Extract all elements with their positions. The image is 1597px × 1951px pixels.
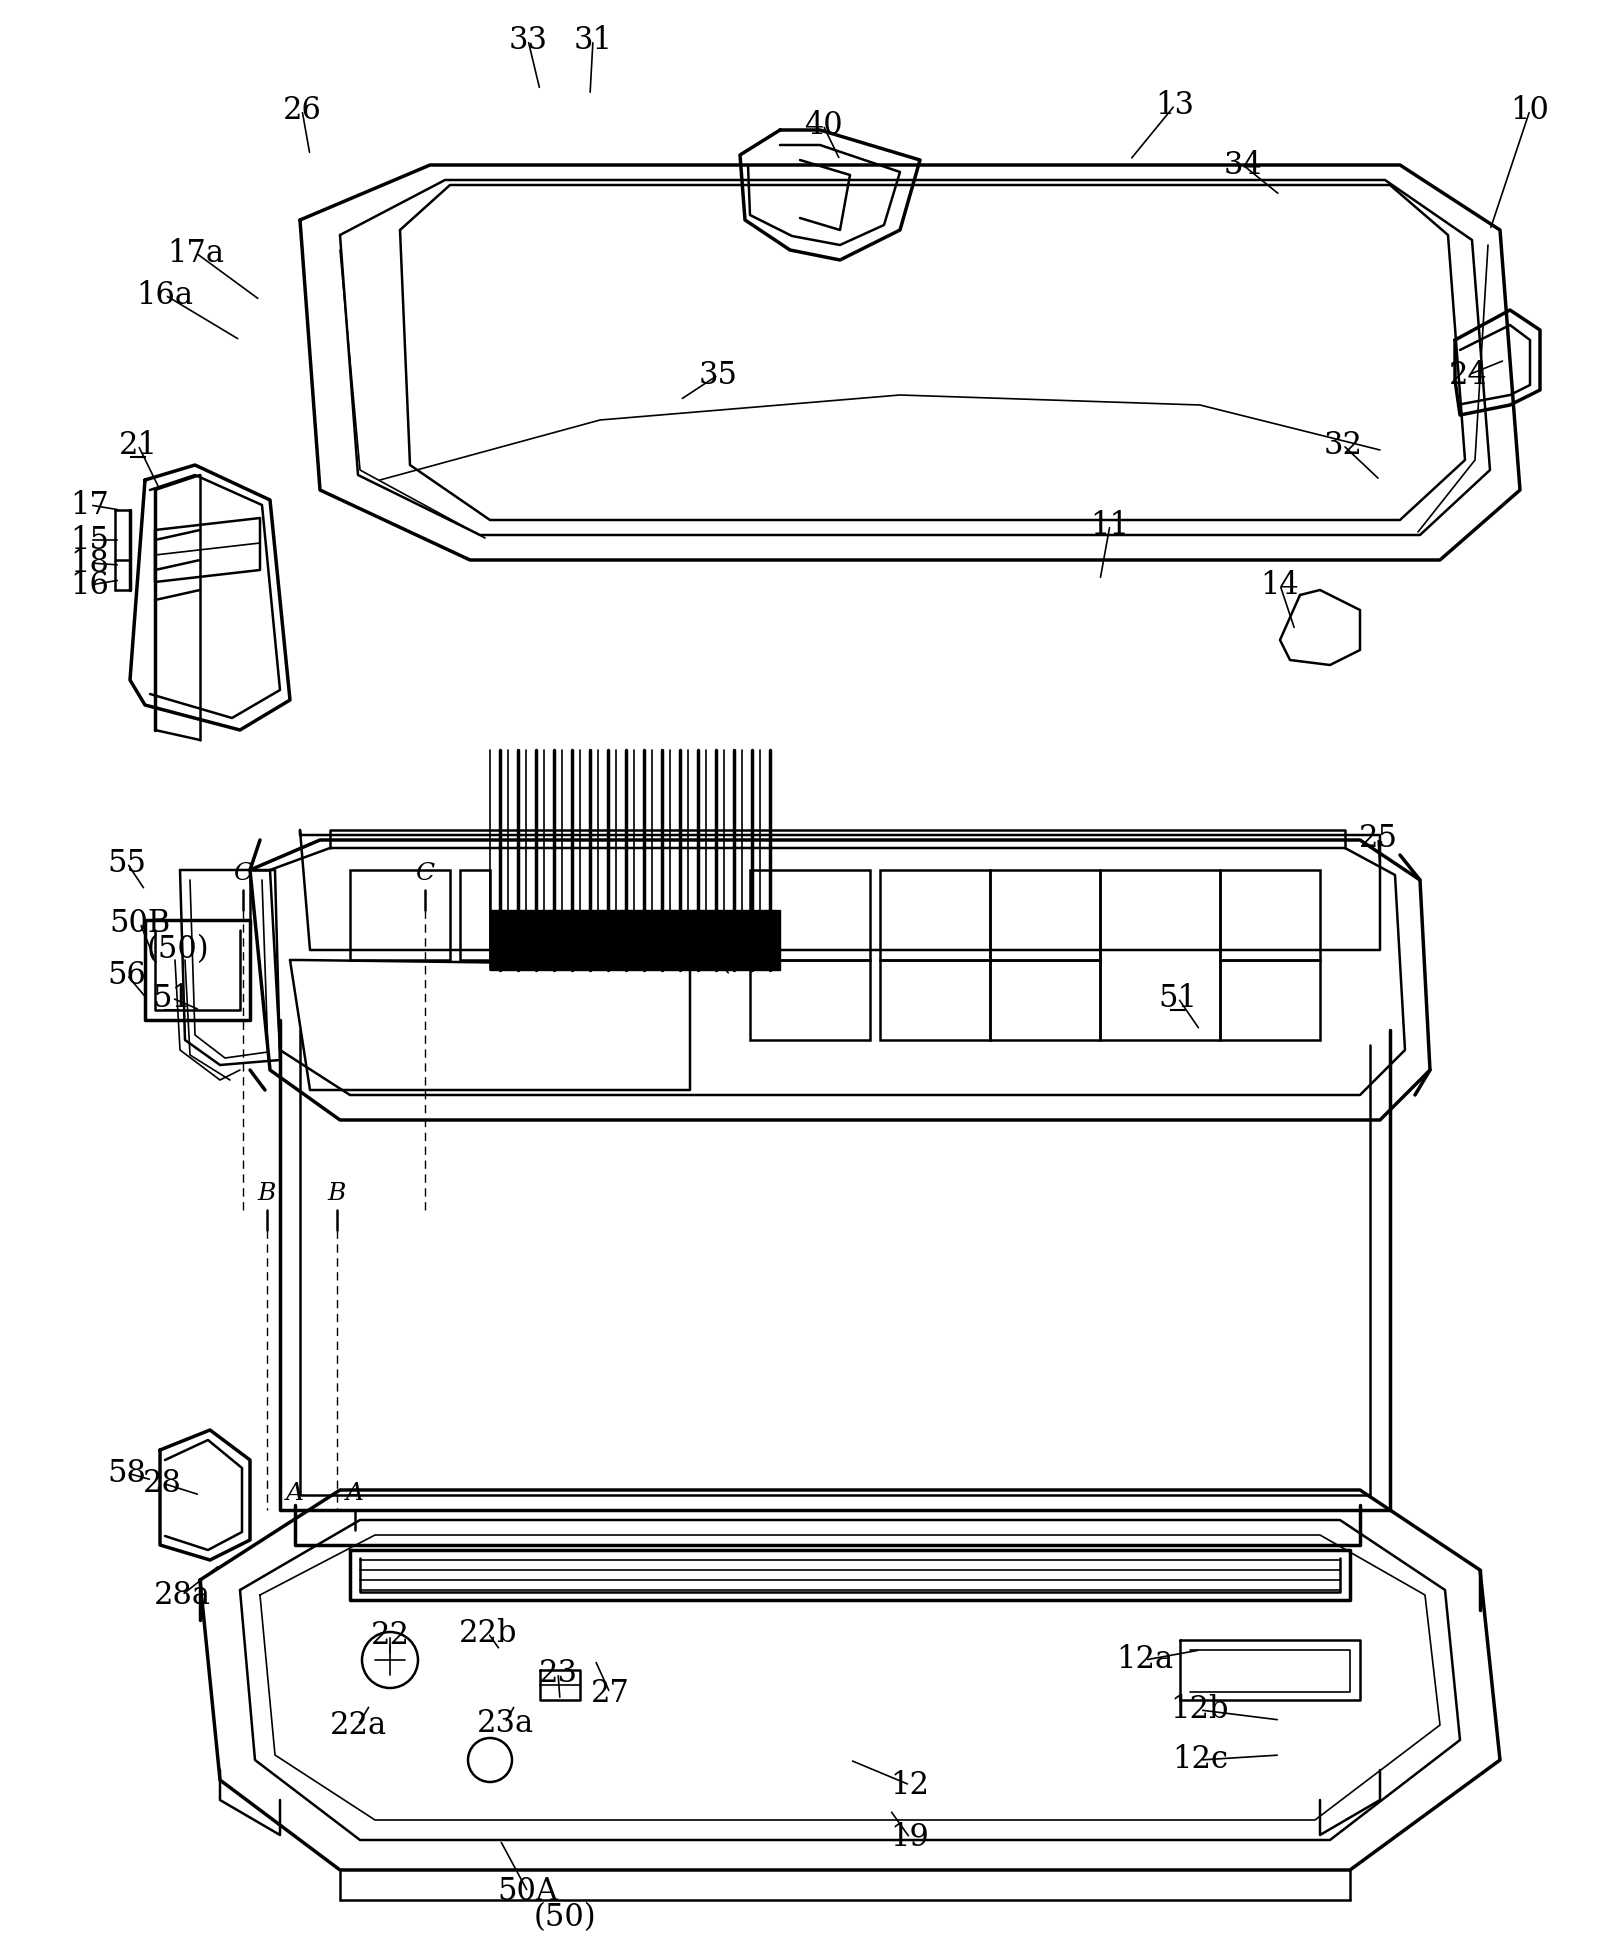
Text: 10: 10 bbox=[1511, 94, 1549, 125]
Bar bbox=[751, 870, 870, 960]
Text: 27: 27 bbox=[591, 1678, 629, 1709]
Text: (50): (50) bbox=[147, 935, 209, 966]
Text: 26: 26 bbox=[283, 94, 321, 125]
Text: B: B bbox=[257, 1182, 276, 1206]
Text: (50): (50) bbox=[533, 1902, 596, 1933]
Bar bbox=[1220, 870, 1321, 960]
Text: 28a: 28a bbox=[153, 1580, 211, 1610]
Bar bbox=[990, 870, 1100, 960]
Text: 17a: 17a bbox=[168, 238, 225, 269]
Bar bbox=[350, 870, 450, 960]
Text: 32: 32 bbox=[1324, 429, 1362, 460]
Text: 24: 24 bbox=[1448, 359, 1487, 390]
Text: A: A bbox=[347, 1483, 364, 1504]
Text: 17: 17 bbox=[70, 490, 110, 521]
Bar bbox=[751, 960, 870, 1040]
Text: 16: 16 bbox=[70, 570, 110, 601]
Text: 12: 12 bbox=[891, 1770, 929, 1801]
Text: 11: 11 bbox=[1091, 509, 1129, 540]
Text: A: A bbox=[286, 1483, 303, 1504]
Bar bbox=[1100, 870, 1220, 1040]
Text: 40: 40 bbox=[803, 109, 842, 140]
Text: 33: 33 bbox=[508, 25, 548, 55]
Text: 18: 18 bbox=[70, 548, 110, 579]
Text: C: C bbox=[233, 862, 252, 886]
Text: 50B: 50B bbox=[109, 907, 171, 938]
Text: 23: 23 bbox=[538, 1658, 578, 1688]
Text: C: C bbox=[415, 862, 434, 886]
Text: 55: 55 bbox=[107, 847, 147, 878]
Bar bbox=[880, 960, 990, 1040]
Text: 22a: 22a bbox=[329, 1709, 386, 1740]
Text: 34: 34 bbox=[1223, 150, 1262, 181]
Text: 51: 51 bbox=[1158, 983, 1198, 1013]
Text: 51: 51 bbox=[152, 983, 192, 1013]
Text: 12c: 12c bbox=[1172, 1744, 1228, 1775]
Text: 23a: 23a bbox=[476, 1707, 533, 1738]
Text: 15: 15 bbox=[70, 525, 110, 556]
Text: B: B bbox=[327, 1182, 347, 1206]
Text: 25: 25 bbox=[1359, 823, 1397, 853]
Bar bbox=[880, 870, 990, 960]
Text: 58: 58 bbox=[107, 1457, 147, 1489]
Text: 12b: 12b bbox=[1171, 1695, 1230, 1725]
Text: 12a: 12a bbox=[1116, 1645, 1174, 1676]
Bar bbox=[1220, 960, 1321, 1040]
Text: 50A: 50A bbox=[498, 1877, 559, 1908]
Text: 16a: 16a bbox=[136, 279, 193, 310]
Text: 22: 22 bbox=[371, 1619, 409, 1651]
Text: 35: 35 bbox=[698, 359, 738, 390]
Text: 31: 31 bbox=[573, 25, 613, 55]
Text: 21: 21 bbox=[118, 429, 158, 460]
Text: 13: 13 bbox=[1156, 90, 1195, 121]
Text: 56: 56 bbox=[107, 960, 147, 991]
Text: 22b: 22b bbox=[458, 1617, 517, 1649]
Text: 27a: 27a bbox=[684, 938, 741, 968]
Bar bbox=[490, 909, 779, 970]
Text: 19: 19 bbox=[891, 1822, 929, 1853]
Bar bbox=[990, 960, 1100, 1040]
Bar bbox=[460, 870, 490, 960]
Text: 28: 28 bbox=[142, 1467, 182, 1498]
Text: 14: 14 bbox=[1260, 570, 1300, 601]
